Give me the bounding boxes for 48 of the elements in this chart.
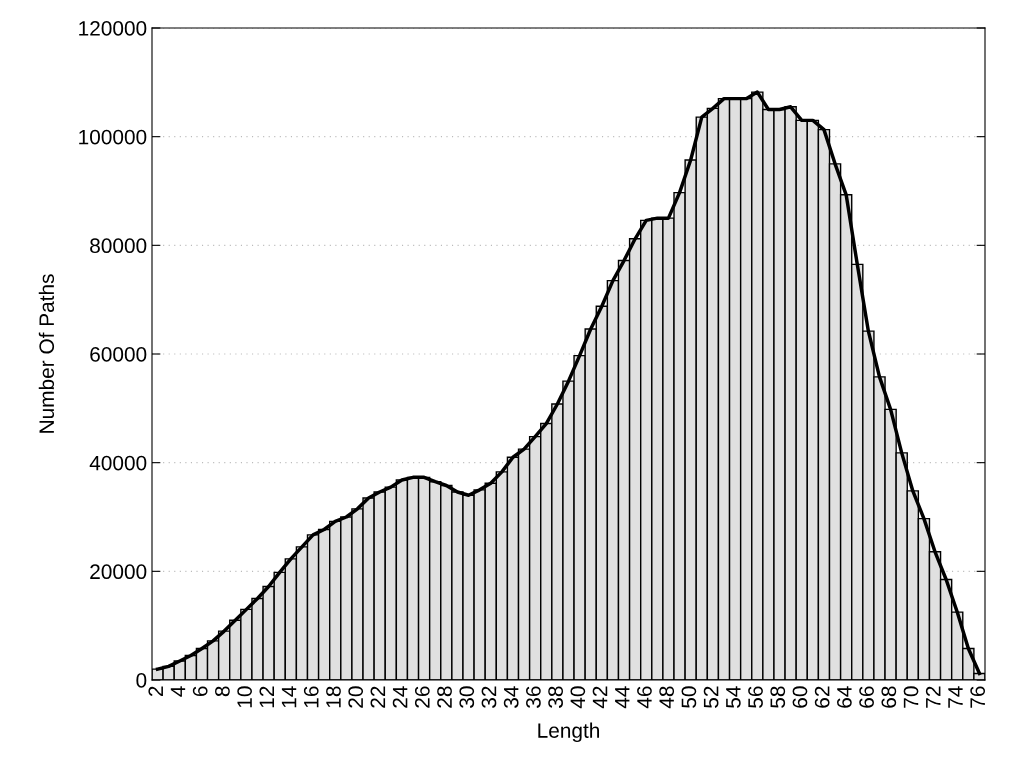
x-tick-label: 40 xyxy=(570,686,586,709)
x-tick-label: 8 xyxy=(215,686,230,697)
y-axis-title: Number Of Paths xyxy=(38,274,55,433)
x-tick-label: 10 xyxy=(237,686,252,708)
line-series xyxy=(155,90,982,676)
x-tick-label: 56 xyxy=(748,686,763,708)
x-tick-label: 62 xyxy=(814,686,830,708)
x-tick-label: 42 xyxy=(592,686,608,709)
x-tick-label: 2 xyxy=(148,686,163,697)
x-tick-label: 24 xyxy=(392,686,408,708)
y-tick-label: 80000 xyxy=(90,238,147,254)
x-tick-label: 4 xyxy=(170,686,186,697)
x-tick-label: 66 xyxy=(859,686,874,708)
x-tick-label: 70 xyxy=(903,686,919,708)
x-tick-label: 48 xyxy=(659,686,675,709)
x-tick-label: 68 xyxy=(881,686,897,708)
x-tick-label: 34 xyxy=(503,686,519,708)
x-tick-label: 60 xyxy=(792,686,808,708)
x-tick-label: 46 xyxy=(637,686,652,709)
x-axis-title: Length xyxy=(538,722,600,743)
y-tick-label: 40000 xyxy=(89,455,147,471)
x-tick-label: 72 xyxy=(925,686,941,708)
x-tick-label: 38 xyxy=(548,686,563,708)
x-tick-label: 74 xyxy=(948,686,963,708)
x-tick-label: 30 xyxy=(459,686,475,708)
x-tick-label: 76 xyxy=(970,686,986,708)
x-tick-label: 32 xyxy=(481,686,497,708)
x-tick-label: 26 xyxy=(414,686,430,708)
x-tick-label: 14 xyxy=(281,686,297,708)
x-tick-label: 12 xyxy=(259,686,275,708)
x-tick-label: 44 xyxy=(615,686,630,709)
x-tick-label: 18 xyxy=(326,686,341,708)
y-tick-label: 100000 xyxy=(79,129,147,145)
x-tick-label: 52 xyxy=(703,686,719,708)
y-tick-label: 60000 xyxy=(90,347,147,362)
x-tick-label: 54 xyxy=(726,686,741,708)
y-tick-label: 0 xyxy=(136,673,147,688)
y-tick-label: 20000 xyxy=(90,564,147,580)
x-tick-label: 6 xyxy=(192,686,208,697)
y-tick-label: 120000 xyxy=(79,21,147,36)
x-tick-label: 16 xyxy=(303,686,319,708)
x-tick-label: 64 xyxy=(837,686,852,708)
x-tick-label: 58 xyxy=(770,686,786,708)
x-tick-label: 50 xyxy=(681,686,697,708)
x-tick-label: 28 xyxy=(437,686,452,708)
x-tick-label: 22 xyxy=(370,686,386,708)
x-tick-label: 36 xyxy=(526,686,541,708)
x-tick-label: 20 xyxy=(348,686,364,708)
